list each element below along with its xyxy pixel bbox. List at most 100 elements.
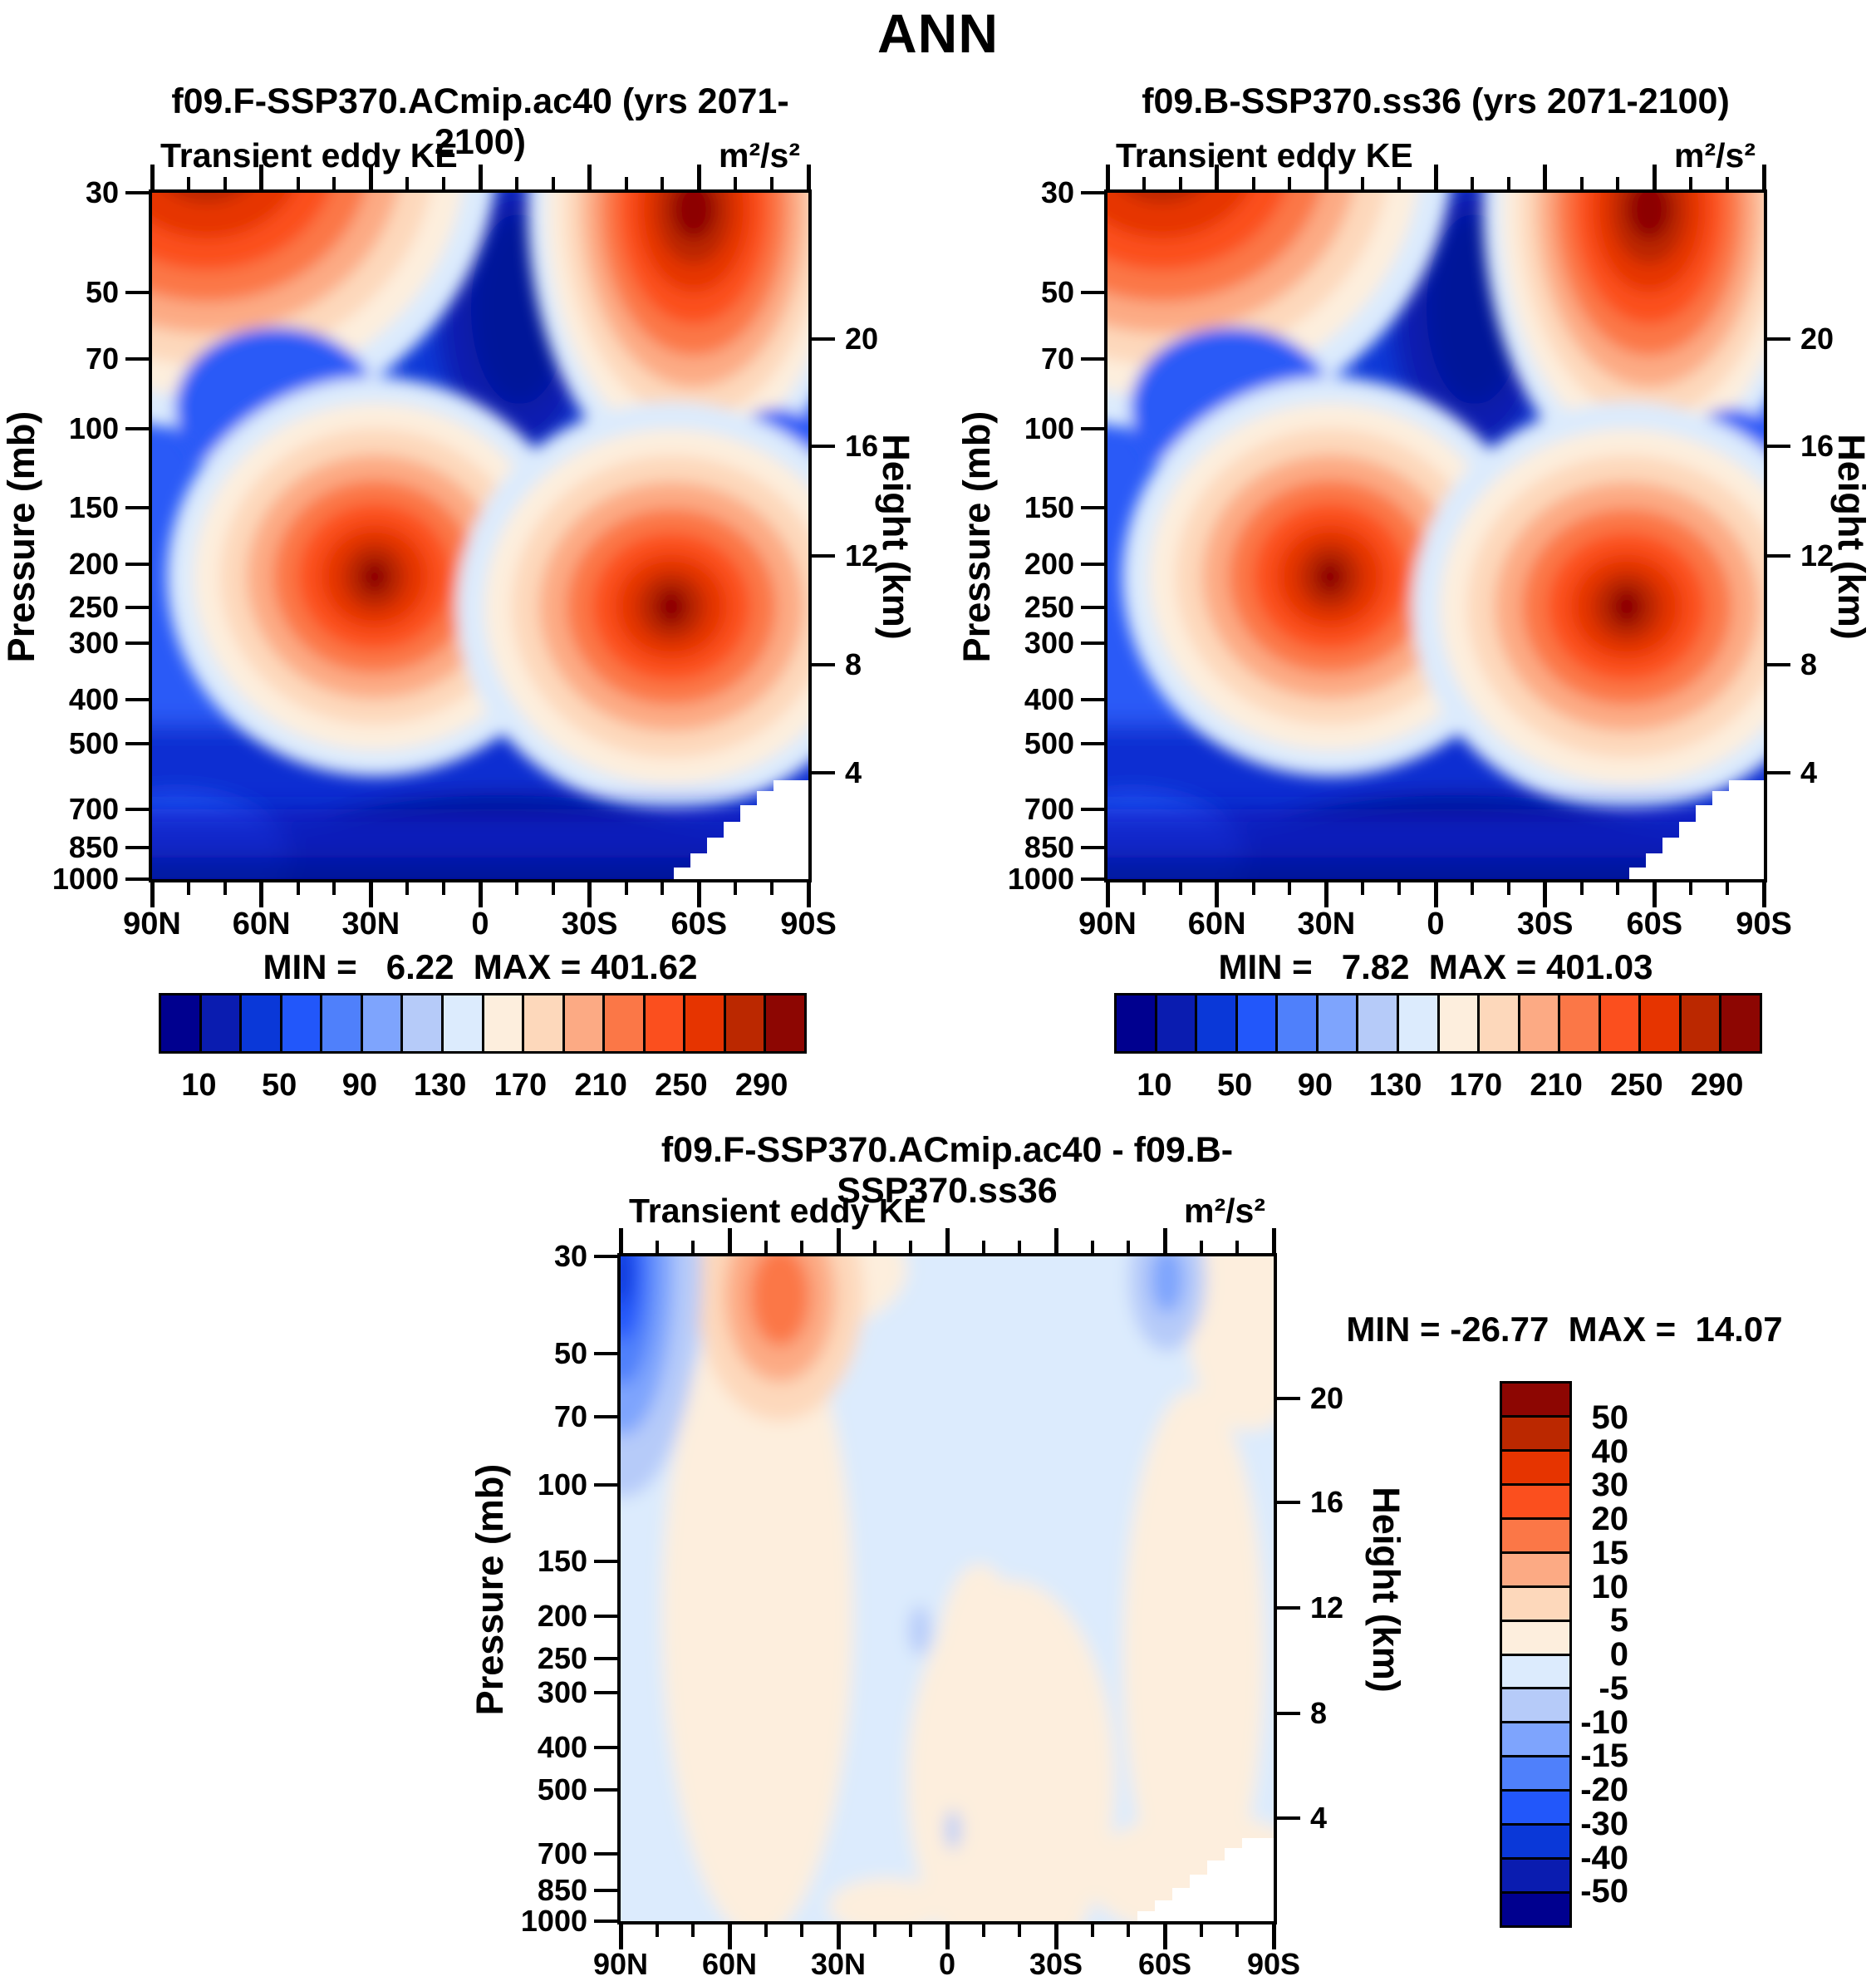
pressure-tick-label: 500 — [537, 1772, 587, 1806]
latitude-tick — [1053, 1228, 1058, 1253]
pressure-tick-label: 850 — [537, 1872, 587, 1907]
pressure-tick — [594, 1614, 617, 1618]
latitude-tick — [1361, 882, 1365, 895]
colorbar-tick-label: 50 — [1216, 1068, 1253, 1103]
colorbar-tick-label: 10 — [181, 1068, 217, 1103]
pressure-tick-label: 1000 — [520, 1904, 587, 1938]
latitude-tick — [1215, 165, 1220, 189]
pressure-tick-label: 150 — [1024, 490, 1074, 525]
latitude-tick — [1689, 882, 1693, 895]
panel-left-plot-area — [149, 189, 812, 882]
height-tick-label: 8 — [845, 646, 862, 681]
colorbar-segment — [1502, 1516, 1569, 1551]
colorbar-tick-label: 210 — [1530, 1068, 1583, 1103]
latitude-tick — [770, 177, 774, 189]
latitude-tick — [1090, 1924, 1094, 1937]
latitude-tick-label: 60N — [701, 1947, 758, 1981]
pressure-tick-label: 200 — [1024, 546, 1074, 581]
latitude-tick — [836, 1228, 841, 1253]
pressure-tick — [594, 1851, 617, 1856]
latitude-tick — [981, 1241, 985, 1253]
latitude-tick-label: 30N — [341, 907, 400, 941]
colorbar-segment — [1502, 1823, 1569, 1858]
latitude-tick — [727, 1228, 732, 1253]
latitude-tick — [1616, 882, 1620, 895]
height-tick-label: 16 — [1310, 1484, 1344, 1519]
pressure-tick — [1081, 191, 1104, 194]
panel-diff-colorbar — [1500, 1381, 1572, 1928]
latitude-tick-label: 90S — [1736, 907, 1792, 941]
latitude-tick — [1199, 1241, 1203, 1253]
colorbar-tick-label: -15 — [1580, 1738, 1628, 1775]
latitude-tick — [734, 177, 738, 189]
panel-right-minmax: MIN = 7.82 MAX = 401.03 — [1218, 947, 1653, 986]
panel-left-colorbar — [159, 993, 807, 1054]
latitude-tick-label: 0 — [938, 1947, 956, 1981]
latitude-tick — [872, 1924, 877, 1937]
pressure-tick-label: 100 — [1024, 410, 1074, 445]
latitude-tick — [945, 1924, 950, 1949]
colorbar-segment — [764, 995, 804, 1051]
pressure-tick-label: 70 — [85, 341, 119, 376]
latitude-tick — [1127, 1241, 1131, 1253]
latitude-tick — [1616, 177, 1620, 189]
pressure-tick-label: 700 — [1024, 791, 1074, 826]
latitude-tick — [1105, 165, 1110, 189]
latitude-tick — [223, 882, 227, 895]
pressure-tick-label: 250 — [1024, 590, 1074, 625]
pressure-tick — [594, 1656, 617, 1660]
height-tick — [1277, 1500, 1300, 1504]
antarctica-topography-mask — [1137, 1838, 1274, 1921]
latitude-tick — [872, 1241, 877, 1253]
pressure-tick-label: 200 — [68, 546, 119, 581]
height-tick-label: 20 — [845, 322, 879, 356]
pressure-tick — [594, 1745, 617, 1749]
latitude-tick — [945, 1228, 950, 1253]
latitude-tick — [368, 165, 373, 189]
latitude-tick — [551, 882, 555, 895]
latitude-tick — [332, 882, 336, 895]
pressure-tick — [594, 1415, 617, 1419]
pressure-tick — [1081, 291, 1104, 295]
pressure-tick-label: 300 — [537, 1675, 587, 1710]
latitude-tick — [734, 882, 738, 895]
pressure-tick-label: 700 — [537, 1836, 587, 1870]
pressure-tick — [125, 877, 149, 881]
pressure-tick — [1081, 641, 1104, 646]
pressure-tick — [1081, 741, 1104, 745]
latitude-tick-label: 30S — [1516, 907, 1574, 941]
latitude-tick — [442, 177, 446, 189]
pressure-tick-label: 850 — [1024, 829, 1074, 864]
pressure-tick — [125, 291, 149, 295]
colorbar-tick-label: 50 — [1591, 1398, 1629, 1436]
latitude-tick — [587, 882, 592, 907]
latitude-tick — [186, 882, 190, 895]
pressure-tick — [125, 506, 149, 510]
latitude-tick — [223, 177, 227, 189]
latitude-tick — [551, 177, 555, 189]
height-tick — [1277, 1711, 1300, 1715]
height-tick — [1277, 1816, 1300, 1820]
latitude-tick-label: 0 — [471, 907, 489, 941]
colorbar-segment — [1558, 995, 1599, 1051]
panel-right-units-label: m²/s² — [1674, 136, 1756, 175]
height-tick — [812, 553, 835, 558]
colorbar-tick-label: 170 — [494, 1068, 548, 1103]
latitude-tick — [368, 882, 373, 907]
latitude-tick — [1271, 1228, 1276, 1253]
height-tick — [1767, 553, 1790, 558]
latitude-tick — [1142, 882, 1146, 895]
latitude-tick — [1689, 177, 1693, 189]
height-tick-label: 12 — [1310, 1590, 1344, 1625]
colorbar-tick-label: 130 — [1368, 1068, 1422, 1103]
latitude-tick — [1726, 177, 1730, 189]
latitude-tick — [1105, 882, 1110, 907]
colorbar-tick-label: 250 — [1610, 1068, 1663, 1103]
pressure-tick — [125, 426, 149, 430]
colorbar-segment — [360, 995, 401, 1051]
colorbar-tick-label: 0 — [1609, 1636, 1628, 1673]
latitude-tick — [764, 1924, 768, 1937]
colorbar-segment — [481, 995, 523, 1051]
pressure-tick — [125, 562, 149, 566]
colorbar-tick-label: 130 — [413, 1068, 467, 1103]
